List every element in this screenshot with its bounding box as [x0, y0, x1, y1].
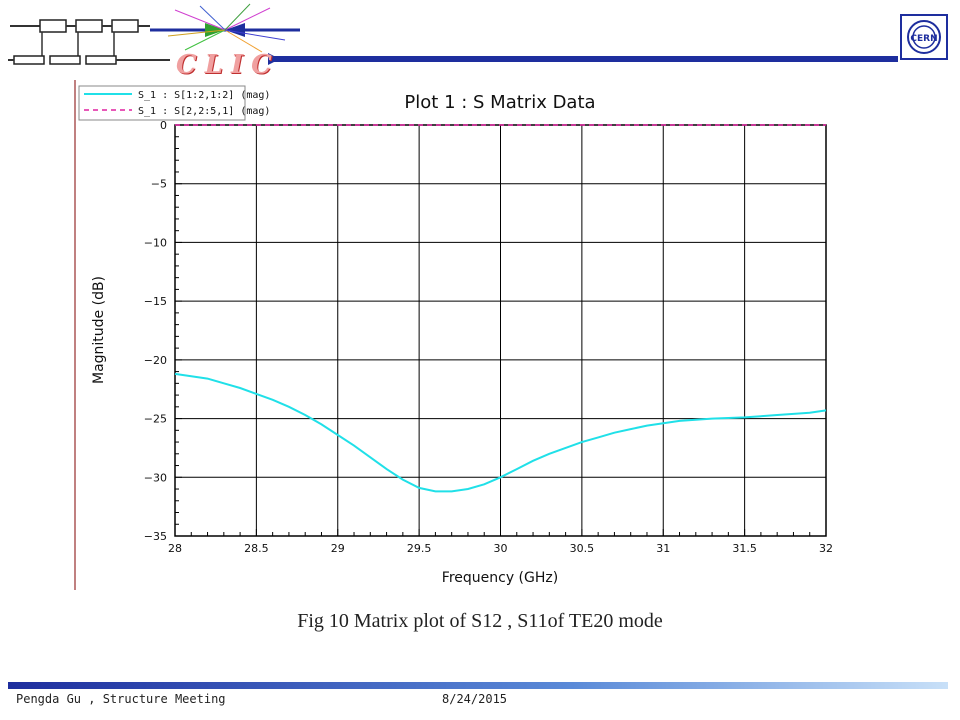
x-tick-label: 30 — [494, 542, 508, 555]
figure-caption: Fig 10 Matrix plot of S12 , S11of TE20 m… — [297, 610, 663, 632]
legend: S_1 : S[1:2,1:2] (mag) S_1 : S[2,2:5,1] … — [78, 85, 270, 121]
header-graphic — [8, 3, 898, 65]
axis-ticks — [174, 124, 827, 537]
y-tick-label: −20 — [144, 354, 167, 367]
cern-logo: CERN — [900, 14, 948, 60]
x-tick-label: 29.5 — [407, 542, 432, 555]
clic-logo: CLIC — [176, 50, 280, 80]
x-tick-label: 30.5 — [570, 542, 595, 555]
beam-arrow-icon — [225, 23, 245, 37]
s-matrix-plot: S_1 : S[1:2,1:2] (mag) S_1 : S[2,2:5,1] … — [74, 80, 833, 590]
x-tick-label: 28 — [168, 542, 182, 555]
footer-gradient-bar — [8, 682, 948, 689]
header-arrow-icon — [268, 53, 280, 65]
y-tick-label: −25 — [144, 413, 167, 426]
footer-author: Pengda Gu , Structure Meeting — [16, 692, 226, 706]
chart-title: Plot 1 : S Matrix Data — [404, 92, 595, 113]
cern-logo-text: CERN — [910, 34, 937, 44]
y-tick-label: −35 — [144, 530, 167, 543]
x-tick-label: 29 — [331, 542, 345, 555]
x-axis-label: Frequency (GHz) — [442, 570, 558, 586]
collision-burst-icon — [167, 3, 286, 53]
series-layer — [174, 124, 827, 493]
legend-label-s12: S_1 : S[1:2,1:2] (mag) — [138, 90, 270, 101]
y-axis-ticks: 0 −5 −10 −15 −20 −25 −30 −35 — [144, 119, 167, 543]
y-tick-label: −5 — [151, 178, 167, 191]
legend-label-s11: S_1 : S[2,2:5,1] (mag) — [138, 106, 270, 117]
x-axis-ticks: 28 28.5 29 29.5 30 30.5 31 31.5 32 — [168, 542, 833, 555]
x-tick-label: 31.5 — [732, 542, 757, 555]
x-tick-label: 28.5 — [244, 542, 269, 555]
y-tick-label: −10 — [144, 236, 167, 249]
y-tick-label: −30 — [144, 471, 167, 484]
series-line-s12 — [174, 372, 827, 493]
y-tick-label: −15 — [144, 295, 167, 308]
header-blue-bar — [270, 56, 898, 62]
x-tick-label: 31 — [656, 542, 670, 555]
beam-arrow-icon — [205, 23, 225, 37]
accelerator-structure-graphic — [8, 19, 170, 65]
footer-date: 8/24/2015 — [442, 692, 508, 706]
y-tick-label: 0 — [160, 119, 167, 132]
x-tick-label: 32 — [819, 542, 833, 555]
y-axis-label: Magnitude (dB) — [91, 276, 107, 384]
